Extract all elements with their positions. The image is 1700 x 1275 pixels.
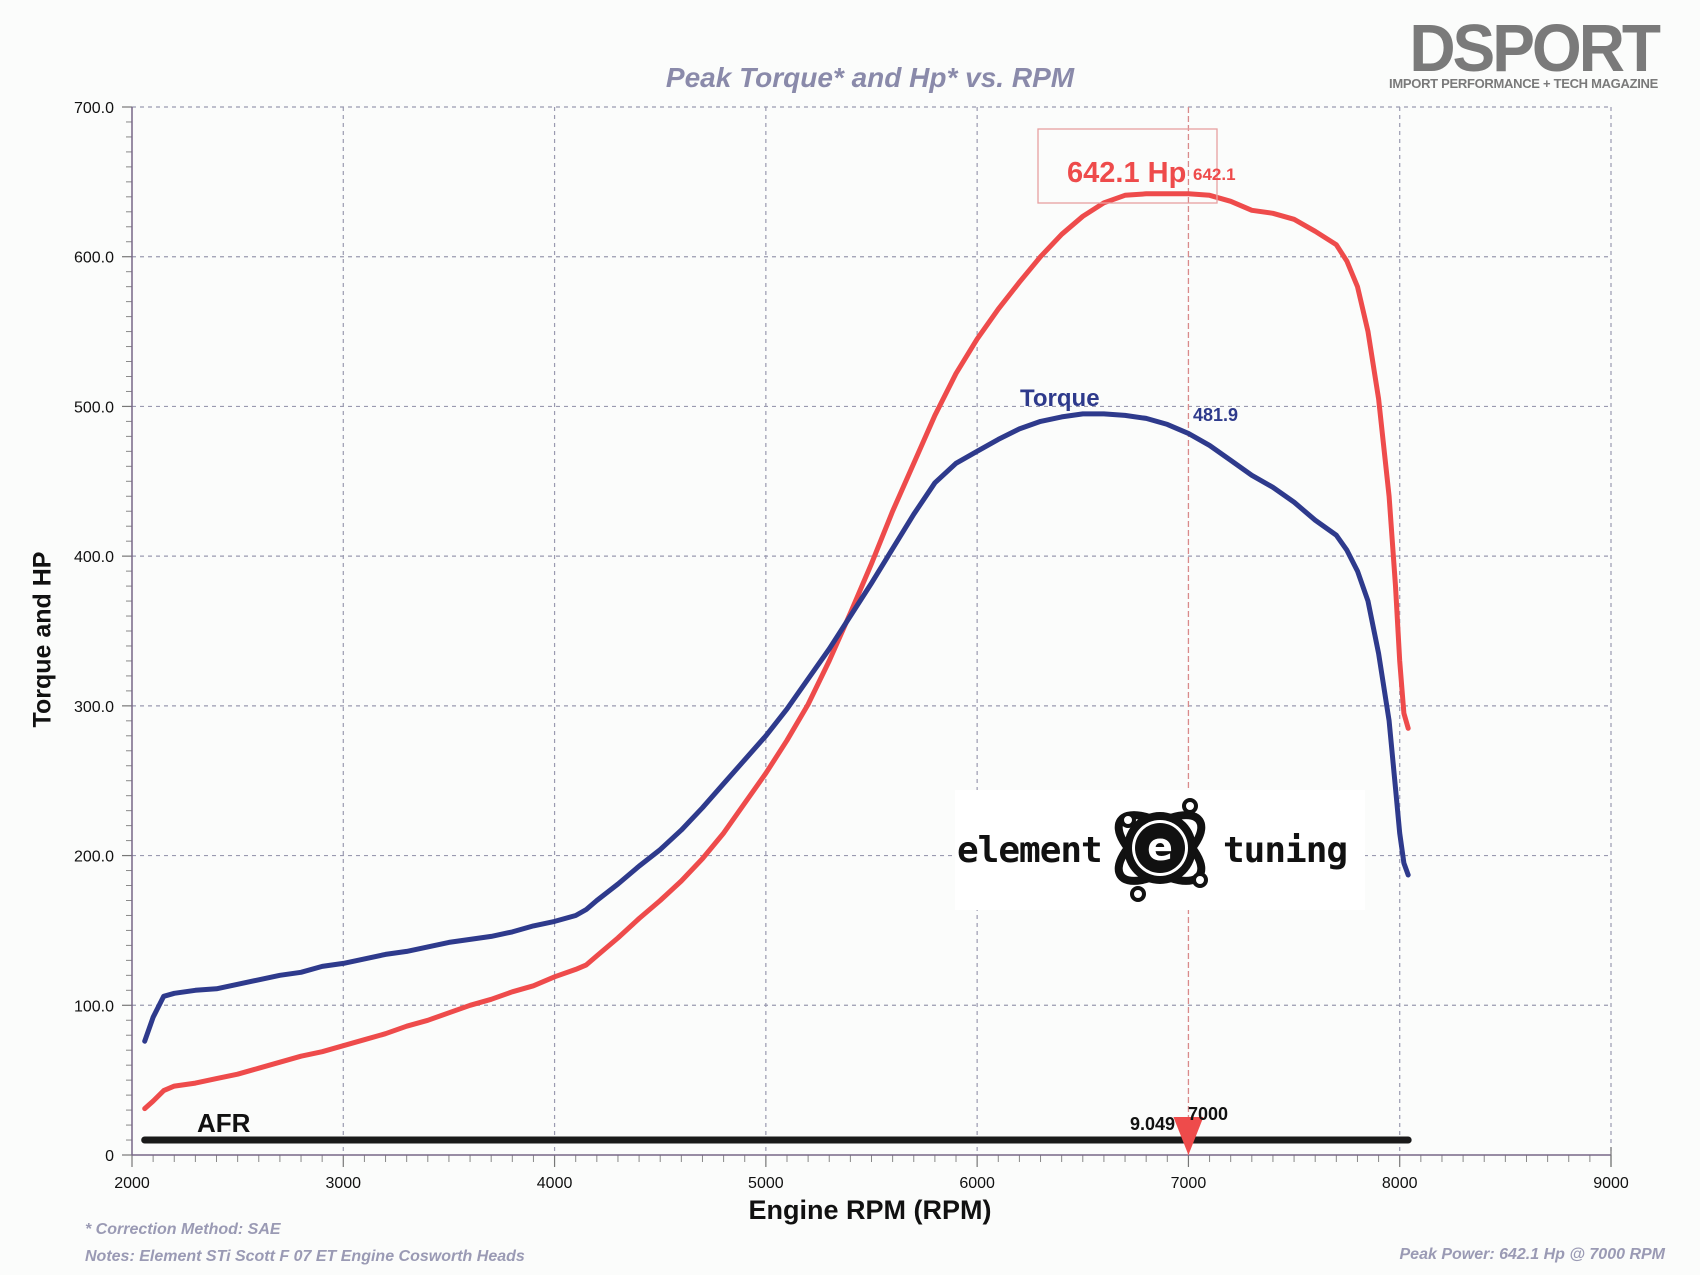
x-tick-label: 3000	[325, 1175, 361, 1192]
engine-notes: Notes: Element STi Scott F 07 ET Engine …	[85, 1248, 525, 1265]
y-tick-label: 500.0	[74, 399, 114, 416]
torque-series-line	[142, 411, 1411, 1044]
hp-peak-label: 642.1 Hp	[1067, 157, 1186, 189]
element-tuning-logo-right: tuning	[1223, 830, 1347, 871]
correction-method-note: * Correction Method: SAE	[85, 1221, 281, 1238]
rpm-cursor-marker	[1173, 1117, 1204, 1155]
rpm-cursor-value: 7000	[1188, 1104, 1228, 1124]
y-tick-label: 100.0	[74, 998, 114, 1015]
x-tick-label: 5000	[748, 1175, 784, 1192]
element-tuning-logo-left: element	[957, 830, 1102, 871]
x-tick-label: 4000	[537, 1175, 573, 1192]
hp-series-line	[142, 191, 1411, 1112]
torque-cursor-value: 481.9	[1193, 405, 1238, 425]
dsport-logo: DSPORT IMPORT PERFORMANCE + TECH MAGAZIN…	[1328, 10, 1661, 91]
x-tick-label: 2000	[114, 1175, 150, 1192]
chart-title: Peak Torque* and Hp* vs. RPM	[665, 62, 1075, 93]
y-tick-label: 0	[105, 1148, 114, 1165]
peak-power-summary: Peak Power: 642.1 Hp @ 7000 RPM	[1399, 1246, 1666, 1263]
x-tick-label: 6000	[959, 1175, 995, 1192]
dsport-logo-name: DSPORT	[1409, 10, 1661, 86]
y-tick-label: 200.0	[74, 849, 114, 866]
afr-series-label: AFR	[197, 1108, 251, 1138]
dsport-logo-tagline: IMPORT PERFORMANCE + TECH MAGAZINE	[1389, 76, 1658, 91]
hp-cursor-value: 642.1	[1193, 165, 1236, 184]
y-tick-label: 600.0	[74, 250, 114, 267]
y-tick-label: 400.0	[74, 549, 114, 566]
element-tuning-logo: element e tuning	[955, 790, 1365, 910]
torque-series-label: Torque	[1020, 385, 1100, 412]
x-tick-label: 8000	[1382, 1175, 1418, 1192]
hp-peak-box	[1037, 128, 1218, 204]
y-tick-label: 300.0	[74, 699, 114, 716]
x-axis-label: Engine RPM (RPM)	[748, 1195, 992, 1225]
x-tick-label: 7000	[1171, 1175, 1207, 1192]
element-tuning-emblem-letter: e	[1147, 825, 1173, 869]
y-tick-label: 700.0	[74, 100, 114, 117]
x-tick-label: 9000	[1593, 1175, 1629, 1192]
element-tuning-emblem-icon: e	[1114, 798, 1208, 902]
afr-cursor-value: 9.049	[1130, 1114, 1175, 1134]
